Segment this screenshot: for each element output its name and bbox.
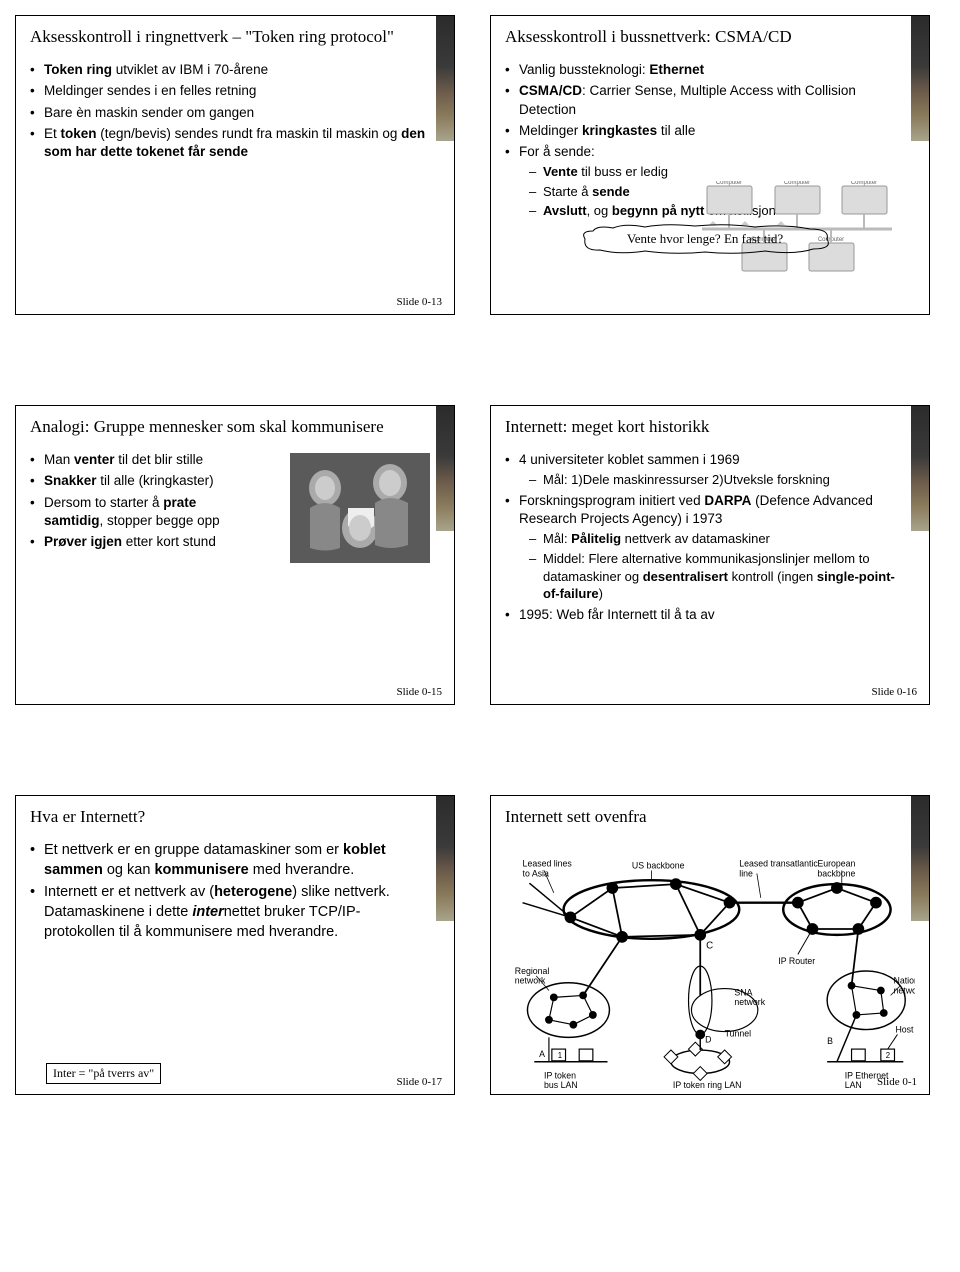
- list-item: Token ring utviklet av IBM i 70-årene: [30, 61, 430, 79]
- slide-content: Vanlig bussteknologi: Ethernet CSMA/CD: C…: [505, 61, 915, 304]
- bullet-list: 4 universiteter koblet sammen i 1969Mål:…: [505, 451, 905, 624]
- slide-number: Slide 0-13: [396, 296, 442, 308]
- slide-analogi: Analogi: Gruppe mennesker som skal kommu…: [15, 405, 455, 705]
- list-item: Mål: Pålitelig nettverk av datamaskiner: [519, 530, 905, 548]
- bullet-list: Et nettverk er en gruppe datamaskiner so…: [30, 841, 430, 942]
- svg-text:A: A: [539, 1049, 545, 1059]
- list-item: Meldinger kringkastes til alle: [505, 122, 905, 140]
- list-item: 1995: Web får Internett til å ta av: [505, 606, 905, 624]
- slide-title: Hva er Internett?: [30, 806, 440, 827]
- decorative-strip: [436, 16, 454, 141]
- list-item: Forskningsprogram initiert ved DARPA (De…: [505, 492, 905, 603]
- list-item: Prøver igjen etter kort stund: [30, 533, 250, 551]
- list-item: Mål: 1)Dele maskinressurser 2)Utveksle f…: [519, 471, 905, 489]
- slide-number: Slide 0-16: [871, 686, 917, 698]
- svg-text:2: 2: [886, 1051, 890, 1060]
- list-item: CSMA/CD: Carrier Sense, Multiple Access …: [505, 82, 905, 118]
- svg-text:Regionalnetwork: Regionalnetwork: [515, 966, 550, 986]
- slide-title: Internett: meget kort historikk: [505, 416, 915, 437]
- slide-content: Man venter til det blir stille Snakker ti…: [30, 451, 440, 694]
- slide-hva-er-internett: Hva er Internett? Et nettverk er en grup…: [15, 795, 455, 1095]
- svg-text:Host: Host: [895, 1025, 914, 1035]
- decorative-strip: [911, 796, 929, 921]
- slide-row: Hva er Internett? Et nettverk er en grup…: [15, 795, 945, 1095]
- list-item: 4 universiteter koblet sammen i 1969Mål:…: [505, 451, 905, 489]
- list-item: Vente til buss er ledig: [519, 163, 905, 181]
- slide-title: Internett sett ovenfra: [505, 806, 915, 827]
- svg-text:Vente hvor lenge? En fast tid?: Vente hvor lenge? En fast tid?: [627, 231, 784, 246]
- list-item: Vanlig bussteknologi: Ethernet: [505, 61, 905, 79]
- svg-text:IP Router: IP Router: [778, 956, 815, 966]
- svg-text:Nationalnetwork: Nationalnetwork: [894, 976, 915, 996]
- list-item: Bare èn maskin sender om gangen: [30, 104, 430, 122]
- slide-internett-historikk: Internett: meget kort historikk 4 univer…: [490, 405, 930, 705]
- svg-text:Computer: Computer: [716, 181, 742, 186]
- bullet-list: Token ring utviklet av IBM i 70-årene Mel…: [30, 61, 430, 161]
- svg-text:SNAnetwork: SNAnetwork: [734, 988, 765, 1008]
- list-item: Man venter til det blir stille: [30, 451, 250, 469]
- people-talking-icon: [290, 453, 430, 563]
- internet-topology-diagram: A 1 D B 2: [505, 841, 915, 1101]
- bullet-list: Man venter til det blir stille Snakker ti…: [30, 451, 250, 551]
- svg-text:D: D: [705, 1035, 711, 1045]
- svg-text:Tunnel: Tunnel: [725, 1029, 752, 1039]
- svg-text:Computer: Computer: [784, 181, 810, 186]
- slide-content: Et nettverk er en gruppe datamaskiner so…: [30, 841, 440, 1084]
- decorative-strip: [436, 796, 454, 921]
- svg-text:Europeanbackbone: Europeanbackbone: [817, 859, 855, 879]
- list-item: Dersom to starter å prate samtidig, stop…: [30, 494, 250, 530]
- slide-number: Slide 0-17: [396, 1076, 442, 1088]
- slide-title: Aksesskontroll i bussnettverk: CSMA/CD: [505, 26, 915, 47]
- list-item: Meldinger sendes i en felles retning: [30, 82, 430, 100]
- svg-text:Computer: Computer: [851, 181, 877, 186]
- slide-csma-cd: Aksesskontroll i bussnettverk: CSMA/CD V…: [490, 15, 930, 315]
- list-item: Et nettverk er en gruppe datamaskiner so…: [30, 841, 430, 880]
- slide-number: Slide 0-15: [396, 686, 442, 698]
- list-item: Et token (tegn/bevis) sendes rundt fra m…: [30, 125, 430, 161]
- slide-row: Analogi: Gruppe mennesker som skal kommu…: [15, 405, 945, 705]
- slide-title: Aksesskontroll i ringnettverk – "Token r…: [30, 26, 440, 47]
- svg-text:IP tokenbus LAN: IP tokenbus LAN: [544, 1071, 578, 1091]
- slide-content: A 1 D B 2: [505, 841, 915, 1106]
- list-item: Snakker til alle (kringkaster): [30, 472, 250, 490]
- slide-title: Analogi: Gruppe mennesker som skal kommu…: [30, 416, 440, 437]
- footnote: Inter = "på tverrs av": [46, 1063, 161, 1084]
- svg-text:1: 1: [558, 1051, 562, 1060]
- callout-cloud: Vente hvor lenge? En fast tid?: [505, 223, 905, 255]
- svg-text:IP token ring LAN: IP token ring LAN: [673, 1080, 742, 1090]
- list-item: Internett er et nettverk av (heterogene)…: [30, 883, 430, 942]
- svg-text:B: B: [827, 1036, 833, 1046]
- decorative-strip: [436, 406, 454, 531]
- slide-token-ring: Aksesskontroll i ringnettverk – "Token r…: [15, 15, 455, 315]
- svg-text:C: C: [706, 941, 713, 952]
- svg-text:Leased linesto Asia: Leased linesto Asia: [523, 859, 573, 879]
- svg-text:US backbone: US backbone: [632, 861, 685, 871]
- slide-internett-ovenfra: Internett sett ovenfra: [490, 795, 930, 1095]
- svg-text:Leased transatlanticline: Leased transatlanticline: [739, 859, 818, 879]
- decorative-strip: [911, 406, 929, 531]
- slide-row: Aksesskontroll i ringnettverk – "Token r…: [15, 15, 945, 315]
- list-item: Middel: Flere alternative kommunikasjons…: [519, 550, 905, 603]
- slide-content: 4 universiteter koblet sammen i 1969Mål:…: [505, 451, 915, 694]
- slide-number: Slide 0-1: [877, 1076, 917, 1088]
- slide-content: Token ring utviklet av IBM i 70-årene Mel…: [30, 61, 440, 304]
